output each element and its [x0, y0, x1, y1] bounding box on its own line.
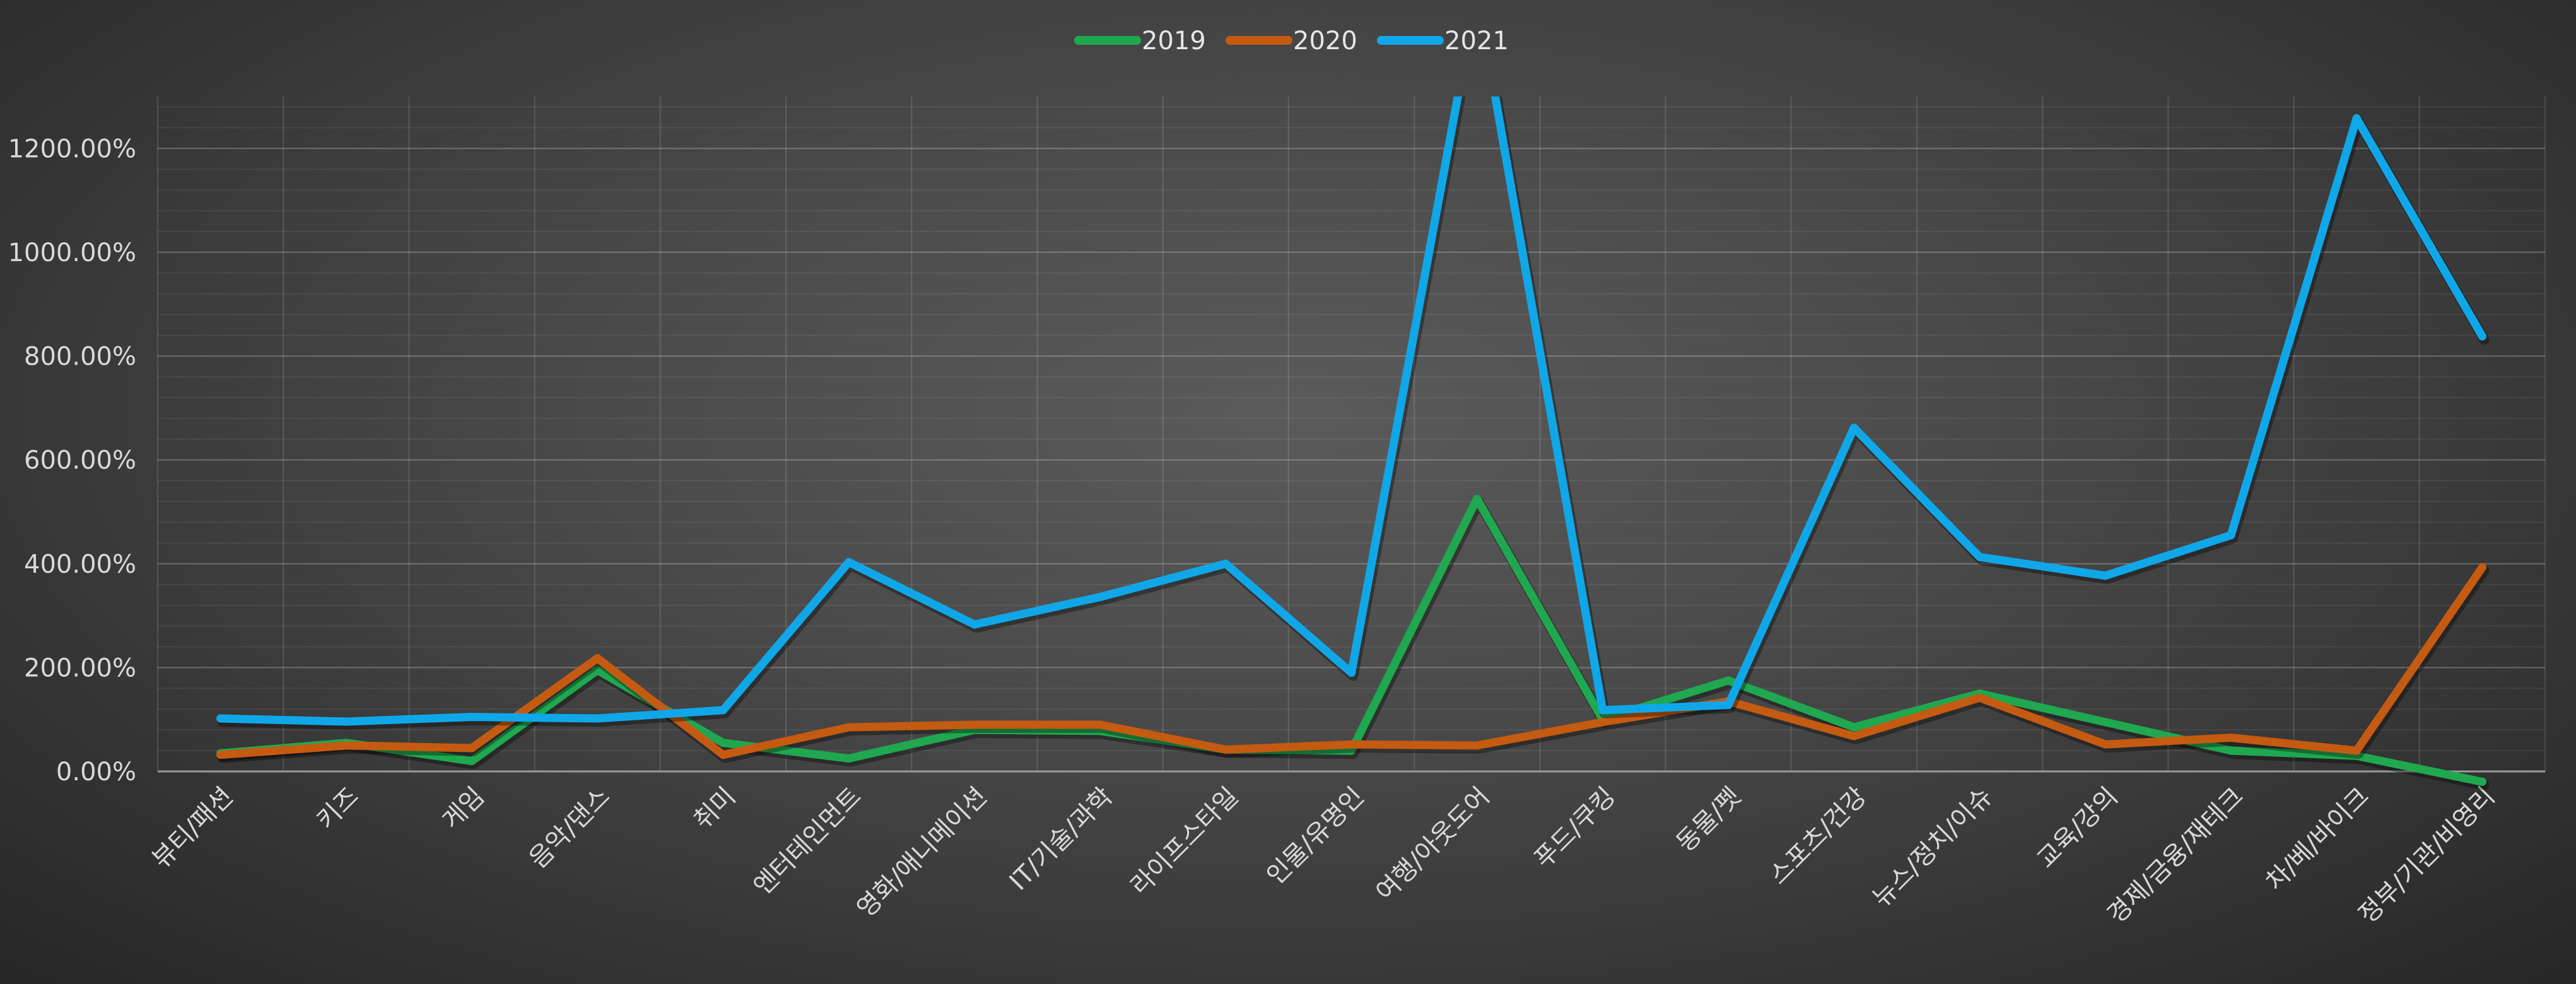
data-point-2021	[1598, 706, 1607, 715]
data-point-2020	[1096, 720, 1104, 729]
x-tick-label: 게임	[437, 782, 491, 836]
data-point-2021	[593, 714, 602, 723]
data-point-2020	[1976, 693, 1984, 702]
data-point-2020	[2478, 563, 2486, 572]
data-point-2019	[1473, 495, 1482, 503]
data-point-2021	[1221, 559, 1230, 568]
data-point-2021	[1724, 701, 1733, 710]
y-tick-label: 200.00%	[24, 653, 136, 682]
data-point-2021	[845, 558, 853, 566]
legend-label-2021: 2021	[1444, 26, 1509, 56]
x-tick-label: 차/베/바이크	[2261, 782, 2375, 897]
data-point-2019	[2227, 746, 2235, 755]
series-layer	[216, 97, 2490, 790]
data-point-2021	[1976, 553, 1984, 561]
data-point-2021	[467, 713, 476, 722]
x-tick-label: 키즈	[311, 782, 365, 836]
data-point-2021	[2227, 531, 2235, 539]
data-point-2021	[1347, 669, 1355, 677]
data-point-2021	[342, 717, 351, 726]
series-line-shadow	[217, 97, 2490, 730]
data-point-2020	[593, 654, 602, 663]
data-point-2019	[718, 739, 727, 747]
data-point-2021	[2352, 114, 2361, 123]
data-point-2019	[2101, 718, 2110, 727]
x-tick-label: 라이프스타일	[1125, 782, 1244, 901]
legend: 2019 2020 2021	[1074, 26, 1509, 56]
data-point-2021	[2478, 332, 2486, 341]
data-point-2020	[718, 751, 727, 759]
data-point-2020	[1849, 732, 1858, 741]
grid	[156, 97, 2546, 773]
data-point-2021	[718, 706, 727, 715]
data-point-2019	[593, 666, 602, 674]
data-point-2019	[467, 757, 476, 766]
x-tick-label: 정부/기관/비영리	[2353, 782, 2501, 930]
y-tick-label: 600.00%	[24, 446, 136, 475]
data-point-2020	[2227, 734, 2235, 742]
data-point-2020	[1598, 718, 1607, 727]
data-point-2020	[342, 741, 351, 750]
x-tick-label: IT/기술/과학	[1004, 782, 1118, 896]
x-tick-label: 푸드/쿠킹	[1529, 782, 1621, 874]
x-tick-label: 영화/애니메이션	[852, 782, 993, 923]
data-point-2020	[1221, 745, 1230, 754]
data-point-2021	[216, 714, 225, 723]
data-point-2021	[1096, 592, 1104, 601]
x-tick-label: 취미	[688, 782, 742, 836]
x-tick-label: 엔터테인먼트	[748, 782, 867, 901]
legend-label-2020: 2020	[1293, 26, 1357, 56]
data-point-2020	[1473, 741, 1482, 750]
data-point-2020	[970, 720, 979, 729]
data-point-2021	[2101, 571, 2110, 580]
data-point-2019	[845, 754, 853, 763]
data-point-2020	[845, 723, 853, 732]
y-tick-label: 1000.00%	[8, 238, 136, 267]
x-tick-label: 여행/아웃도어	[1371, 782, 1496, 907]
legend-label-2019: 2019	[1142, 26, 1206, 56]
data-point-2019	[1724, 676, 1733, 685]
x-tick-label: 인물/유명인	[1261, 782, 1369, 891]
data-point-2019	[2478, 777, 2486, 786]
data-point-2020	[467, 744, 476, 753]
data-point-2021	[1849, 423, 1858, 432]
y-tick-label: 400.00%	[24, 550, 136, 579]
x-tick-label: 경제/금융/재테크	[2102, 782, 2249, 930]
data-point-2021	[970, 620, 979, 629]
x-tick-label: 동물/펫	[1671, 782, 1747, 858]
axes: 0.00% 200.00% 400.00% 600.00% 800.00% 1000.00…	[8, 134, 2545, 929]
data-point-2019	[1849, 723, 1858, 732]
x-tick-label: 스포츠/건강	[1764, 782, 1872, 891]
y-tick-label: 1200.00%	[8, 134, 136, 163]
data-point-2020	[216, 751, 225, 759]
x-tick-label: 교육/강의	[2032, 782, 2124, 874]
data-point-2020	[2352, 746, 2361, 755]
y-tick-label: 800.00%	[24, 343, 136, 372]
x-tick-label: 뷰티/패션	[147, 782, 239, 874]
series-line-2021	[216, 97, 2486, 726]
x-tick-label: 뉴스/정치/이슈	[1867, 782, 1998, 913]
y-tick-label: 0.00%	[56, 758, 136, 787]
data-point-2020	[1347, 740, 1355, 749]
x-tick-label: 음악/댄스	[524, 782, 616, 874]
data-point-2020	[2101, 740, 2110, 749]
